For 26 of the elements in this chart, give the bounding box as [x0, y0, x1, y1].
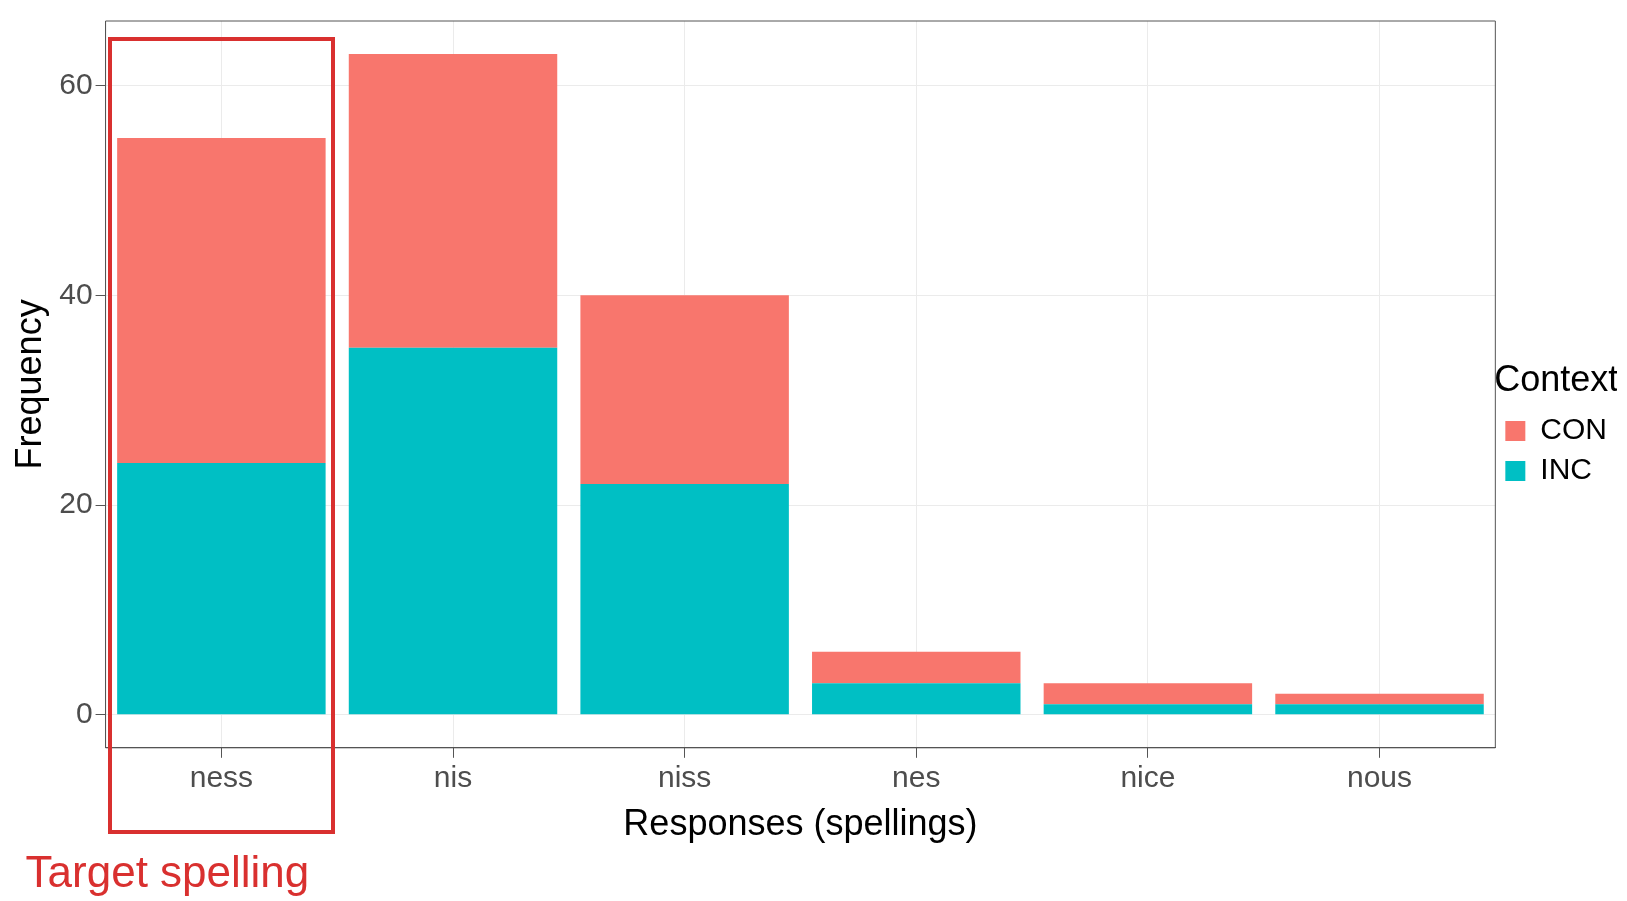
text: Target spelling — [25, 847, 310, 897]
x-tick-label: nes — [892, 760, 941, 794]
x-tick-label: niss — [657, 760, 712, 794]
y-tick-label: 60 — [59, 66, 93, 100]
bar — [1275, 693, 1484, 705]
bar — [812, 683, 1021, 715]
bar — [348, 347, 558, 715]
bar — [812, 651, 1021, 684]
bar — [580, 484, 789, 715]
bar — [1275, 704, 1484, 715]
bar — [1043, 704, 1253, 715]
bar — [1043, 683, 1253, 705]
y-tick-label: 20 — [59, 486, 93, 520]
legend-label: INC — [1540, 452, 1593, 486]
bar — [348, 54, 558, 348]
bar — [580, 295, 789, 485]
x-tick-label: nice — [1120, 760, 1176, 794]
y-tick-label: 0 — [75, 696, 93, 730]
bar — [117, 463, 326, 715]
x-tick-label: nis — [433, 760, 473, 794]
y-tick-label: 40 — [59, 276, 93, 310]
x-tick-label: ness — [189, 760, 254, 794]
y-axis-title: Frequency — [7, 299, 49, 470]
x-tick-label: nous — [1346, 760, 1413, 794]
x-axis-title: Responses (spellings) — [623, 802, 978, 844]
legend-label: CON — [1540, 412, 1608, 446]
